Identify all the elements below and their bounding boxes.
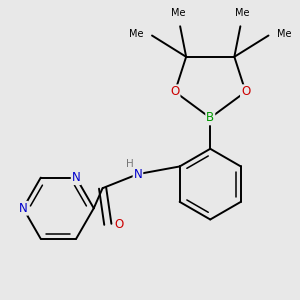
Text: Me: Me: [129, 29, 143, 39]
Text: O: O: [114, 218, 124, 231]
Text: N: N: [134, 168, 142, 181]
Text: N: N: [19, 202, 28, 215]
Text: Me: Me: [171, 8, 185, 18]
Text: N: N: [72, 171, 80, 184]
Text: O: O: [241, 85, 250, 98]
Text: Me: Me: [277, 29, 292, 39]
Text: H: H: [126, 159, 134, 169]
Text: Me: Me: [235, 8, 250, 18]
Text: B: B: [206, 111, 214, 124]
Text: O: O: [170, 85, 179, 98]
